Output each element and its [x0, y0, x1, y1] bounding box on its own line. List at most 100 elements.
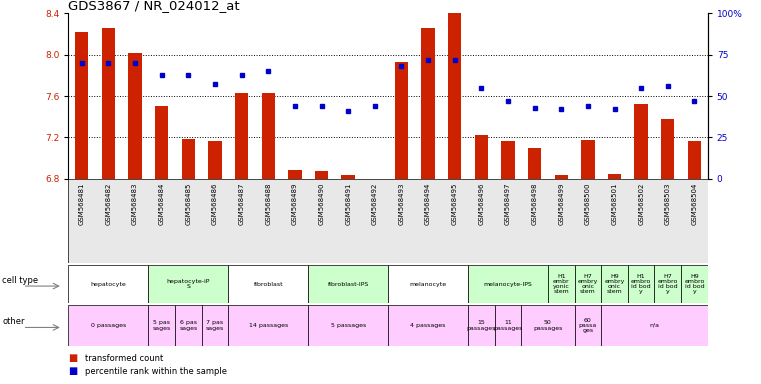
Text: transformed count: transformed count — [85, 354, 164, 363]
Bar — [209, 141, 221, 179]
Text: GSM568490: GSM568490 — [319, 183, 324, 225]
Bar — [601, 265, 628, 303]
Bar — [654, 265, 681, 303]
Bar — [495, 305, 521, 346]
Bar — [581, 141, 594, 179]
Text: GSM568501: GSM568501 — [612, 183, 617, 225]
Text: hepatocyte-iP
S: hepatocyte-iP S — [167, 279, 210, 289]
Text: H9
embry
onic
stem: H9 embry onic stem — [604, 274, 625, 295]
Bar — [388, 305, 468, 346]
Text: 11
passages: 11 passages — [493, 320, 523, 331]
Bar — [475, 135, 488, 179]
Bar — [155, 106, 168, 179]
Bar — [521, 305, 575, 346]
Text: H7
embro
id bod
y: H7 embro id bod y — [658, 274, 678, 295]
Text: 5 pas
sages: 5 pas sages — [153, 320, 170, 331]
Bar — [628, 265, 654, 303]
Bar — [68, 305, 148, 346]
Text: ■: ■ — [68, 366, 78, 376]
Text: percentile rank within the sample: percentile rank within the sample — [85, 367, 228, 376]
Text: n/a: n/a — [649, 323, 660, 328]
Text: 6 pas
sages: 6 pas sages — [180, 320, 197, 331]
Text: cell type: cell type — [2, 276, 38, 285]
Bar — [148, 305, 175, 346]
Text: GSM568483: GSM568483 — [132, 183, 138, 225]
Text: GSM568500: GSM568500 — [585, 183, 591, 225]
Bar — [448, 13, 461, 179]
Bar — [308, 265, 388, 303]
Bar — [75, 32, 88, 179]
Text: GSM568488: GSM568488 — [266, 183, 271, 225]
Text: other: other — [2, 317, 25, 326]
Text: GSM568494: GSM568494 — [425, 183, 431, 225]
Text: GSM568498: GSM568498 — [532, 183, 537, 225]
Text: 5 passages: 5 passages — [330, 323, 366, 328]
Text: 60
passa
ges: 60 passa ges — [579, 318, 597, 333]
Bar — [342, 175, 355, 179]
Bar — [148, 265, 228, 303]
Text: GSM568492: GSM568492 — [372, 183, 377, 225]
Text: GSM568499: GSM568499 — [559, 183, 564, 225]
Text: GSM568484: GSM568484 — [159, 183, 164, 225]
Text: 4 passages: 4 passages — [410, 323, 446, 328]
Bar — [468, 265, 548, 303]
Bar — [575, 305, 601, 346]
Text: GSM568495: GSM568495 — [452, 183, 457, 225]
Bar — [235, 93, 248, 179]
Bar — [635, 104, 648, 179]
Text: hepatocyte: hepatocyte — [91, 281, 126, 287]
Bar — [68, 265, 148, 303]
Bar — [575, 265, 601, 303]
Text: GSM568485: GSM568485 — [186, 183, 191, 225]
Text: fibroblast: fibroblast — [253, 281, 283, 287]
Bar — [102, 28, 115, 179]
Bar — [661, 119, 674, 179]
Text: GDS3867 / NR_024012_at: GDS3867 / NR_024012_at — [68, 0, 240, 12]
Bar — [601, 305, 708, 346]
Text: melanocyte-IPS: melanocyte-IPS — [483, 281, 533, 287]
Bar — [681, 265, 708, 303]
Text: GSM568487: GSM568487 — [239, 183, 244, 225]
Bar — [228, 265, 308, 303]
Text: GSM568489: GSM568489 — [292, 183, 298, 225]
Bar — [315, 171, 328, 179]
Bar — [228, 305, 308, 346]
Bar — [548, 265, 575, 303]
Bar — [288, 170, 301, 179]
Text: GSM568496: GSM568496 — [479, 183, 484, 225]
Text: GSM568504: GSM568504 — [692, 183, 697, 225]
Text: ■: ■ — [68, 353, 78, 363]
Bar — [608, 174, 621, 179]
Bar — [501, 141, 514, 179]
Text: GSM568502: GSM568502 — [638, 183, 644, 225]
Bar — [202, 305, 228, 346]
Text: H1
embro
id bod
y: H1 embro id bod y — [631, 274, 651, 295]
Bar — [175, 305, 202, 346]
Text: 0 passages: 0 passages — [91, 323, 126, 328]
Text: melanocyte: melanocyte — [409, 281, 447, 287]
Text: fibroblast-IPS: fibroblast-IPS — [327, 281, 369, 287]
Text: 50
passages: 50 passages — [533, 320, 562, 331]
Bar — [422, 28, 435, 179]
Text: GSM568497: GSM568497 — [505, 183, 511, 225]
Text: GSM568486: GSM568486 — [212, 183, 218, 225]
Bar — [308, 305, 388, 346]
Bar — [182, 139, 195, 179]
Bar — [368, 179, 381, 180]
Text: GSM568482: GSM568482 — [106, 183, 111, 225]
Text: H1
embr
yonic
stem: H1 embr yonic stem — [552, 274, 570, 295]
Text: H7
embry
onic
stem: H7 embry onic stem — [578, 274, 598, 295]
Bar — [129, 53, 142, 179]
Bar — [528, 147, 541, 179]
Bar — [468, 305, 495, 346]
Text: 14 passages: 14 passages — [249, 323, 288, 328]
Bar — [262, 93, 275, 179]
Bar — [688, 141, 701, 179]
Bar — [388, 265, 468, 303]
Text: GSM568503: GSM568503 — [665, 183, 670, 225]
Text: GSM568481: GSM568481 — [79, 183, 84, 225]
Text: GSM568493: GSM568493 — [399, 183, 404, 225]
Text: H9
embro
id bod
y: H9 embro id bod y — [684, 274, 705, 295]
Text: 7 pas
sages: 7 pas sages — [206, 320, 224, 331]
Bar — [395, 62, 408, 179]
